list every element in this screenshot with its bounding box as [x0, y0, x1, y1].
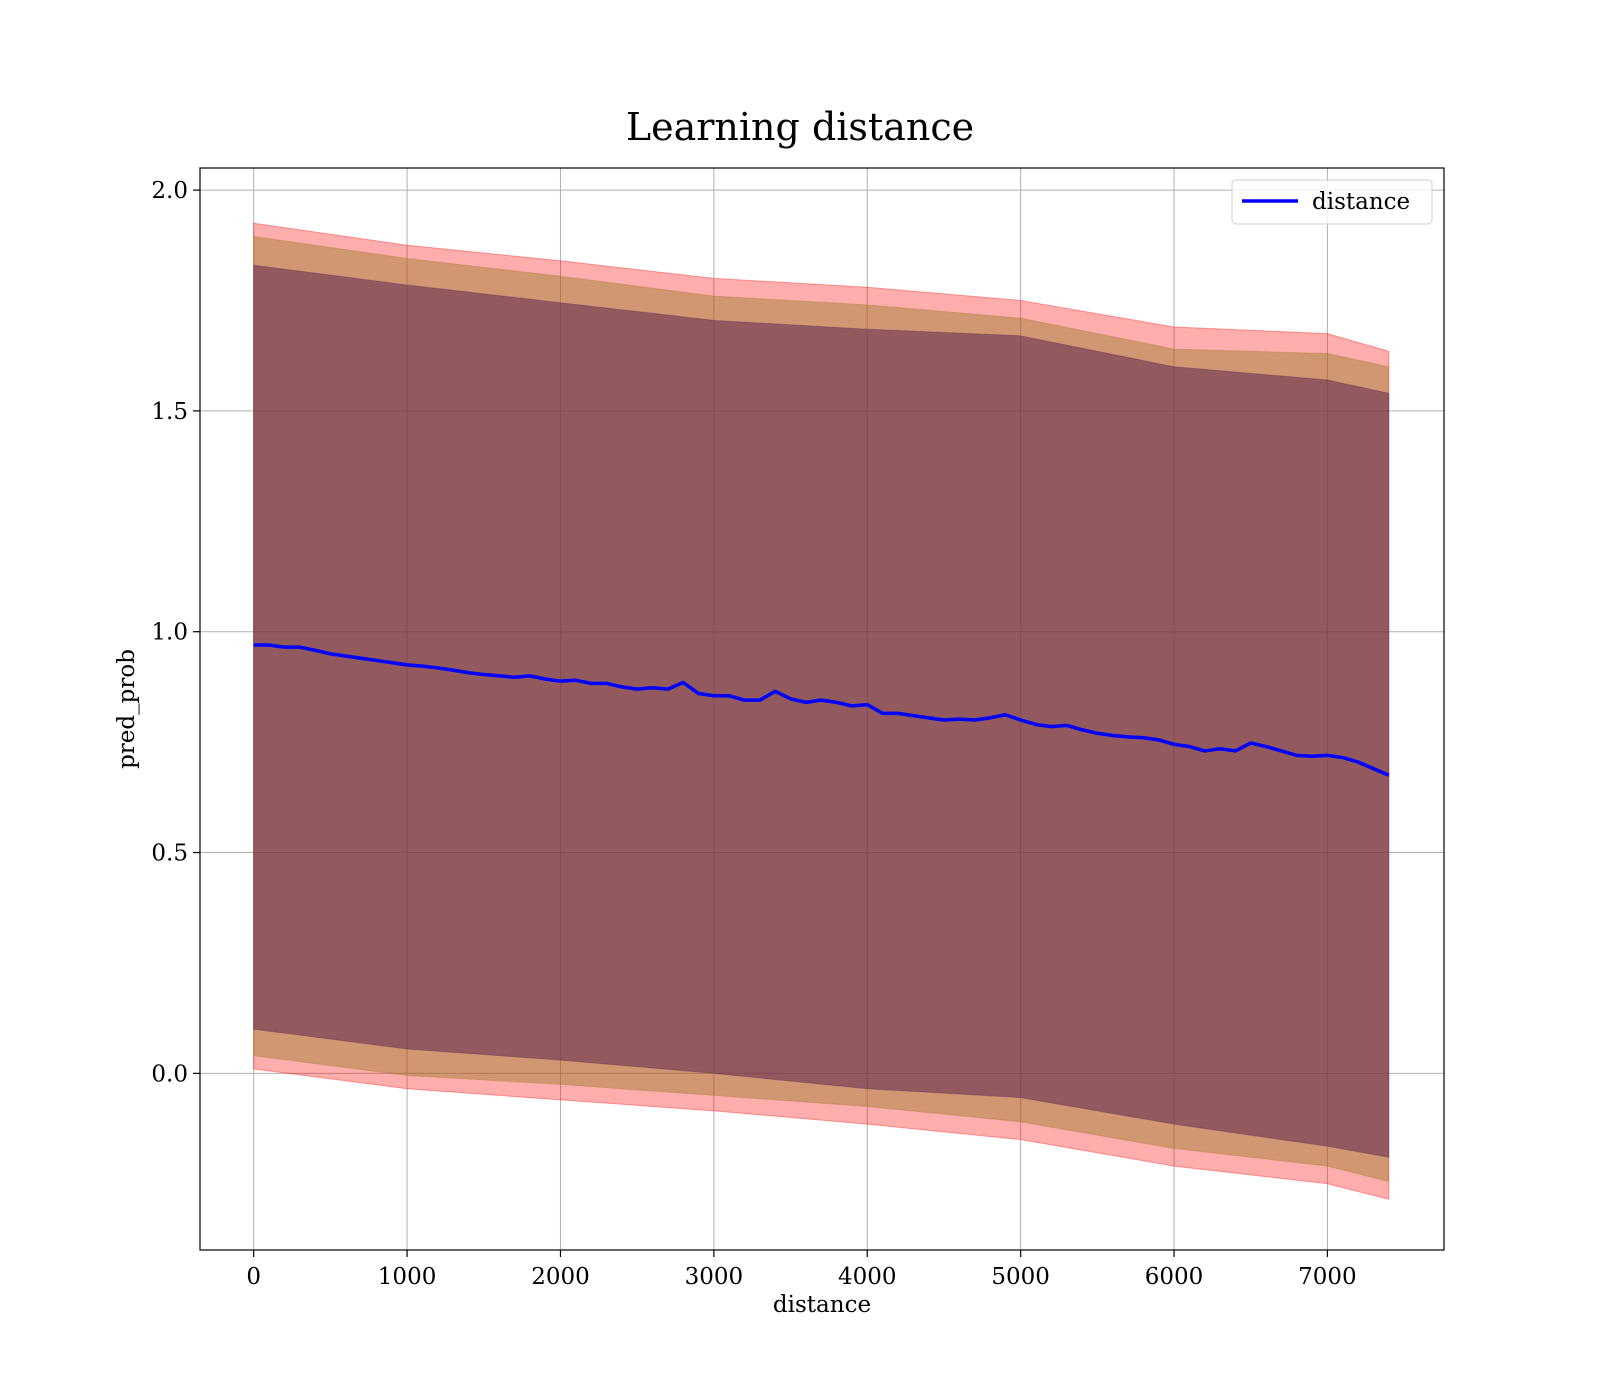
y-tick-label: 0.5 [151, 841, 188, 867]
legend-label: distance [1312, 189, 1410, 215]
x-tick-label: 7000 [1298, 1264, 1357, 1290]
axis-ticks: 0 1000 2000 3000 4000 5000 6000 7000 0.0 0.5 1.0 1.… [151, 178, 1356, 1290]
legend-box [1231, 179, 1433, 225]
confidence-bands [253, 222, 1390, 1200]
x-tick-label: 0 [246, 1264, 261, 1290]
y-axis-label: pred_prob [114, 649, 140, 769]
x-tick-label: 2000 [531, 1264, 590, 1290]
x-axis-label: distance [773, 1292, 871, 1318]
x-tick-label: 4000 [838, 1264, 897, 1290]
x-tick-label: 5000 [991, 1264, 1050, 1290]
inner-confidence-band [253, 264, 1390, 1158]
plot-area-frame [199, 167, 1445, 1251]
distance-line [253, 643, 1390, 777]
y-tick-label: 0.0 [151, 1061, 188, 1087]
data-lines [253, 643, 1390, 777]
y-tick-label: 1.5 [151, 399, 188, 425]
y-tick-label: 2.0 [151, 178, 188, 204]
x-tick-label: 3000 [685, 1264, 744, 1290]
x-tick-label: 6000 [1145, 1264, 1204, 1290]
x-tick-label: 1000 [378, 1264, 437, 1290]
chart-legend: distance [1231, 179, 1433, 225]
chart-title: Learning distance [626, 105, 974, 149]
y-tick-label: 1.0 [151, 620, 188, 646]
